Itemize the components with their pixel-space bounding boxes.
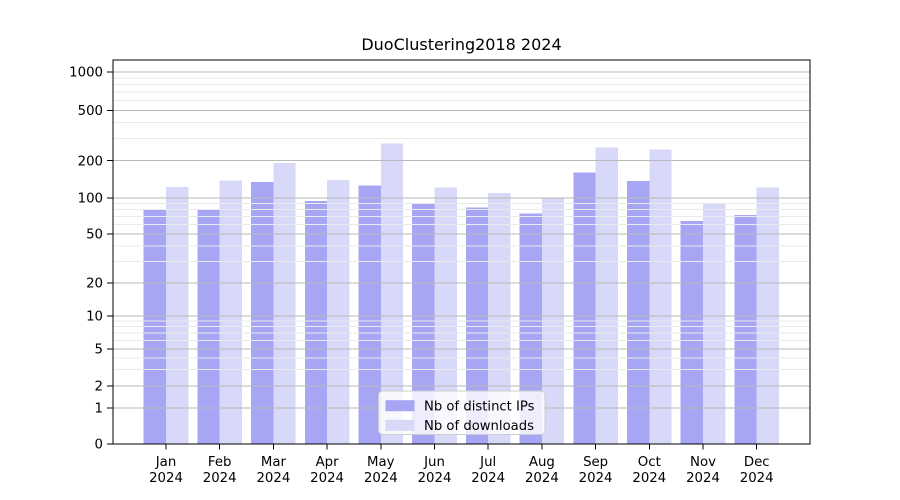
plot-border [112, 59, 811, 445]
bar-distinct-ips-oct [627, 181, 650, 444]
x-tick-label-year: 2024 [364, 471, 398, 486]
x-tick-label-year: 2024 [471, 471, 505, 486]
bar-downloads-jul [488, 192, 511, 444]
x-tick-label-month: Dec [744, 455, 770, 470]
x-tick-label-month: Mar [261, 455, 287, 470]
bar-downloads-feb [219, 180, 242, 444]
x-tick-label-year: 2024 [203, 471, 237, 486]
x-tick-label-month: Feb [208, 455, 232, 470]
legend-box [378, 390, 546, 435]
bar-downloads-mar [273, 162, 296, 444]
bar-downloads-oct [649, 149, 672, 444]
y-tick-label: 50 [86, 228, 103, 243]
x-tick-label-year: 2024 [149, 471, 183, 486]
y-tick-label: 100 [78, 192, 103, 207]
bar-distinct-ips-mar [251, 181, 274, 444]
bar-distinct-ips-dec [734, 215, 757, 444]
bar-downloads-sep [595, 147, 618, 444]
x-tick-label-month: Aug [529, 455, 555, 470]
axes-group [112, 59, 811, 445]
bar-downloads-jan [166, 186, 189, 444]
legend-label-downloads: Nb of downloads [424, 419, 534, 434]
y-tick-label: 500 [78, 104, 103, 119]
minor-gridlines-group [113, 77, 810, 371]
x-tick-label-year: 2024 [579, 471, 613, 486]
bar-downloads-apr [327, 179, 350, 444]
y-tick-label: 20 [86, 277, 103, 292]
x-tick-label-month: Nov [690, 455, 716, 470]
x-tick-label-year: 2024 [310, 471, 344, 486]
bar-downloads-nov [703, 203, 726, 444]
y-tick-label: 1000 [69, 66, 103, 81]
chart-title: DuoClustering2018 2024 [361, 35, 562, 54]
x-tick-label-year: 2024 [525, 471, 559, 486]
bar-distinct-ips-sep [573, 172, 596, 444]
y-tick-label: 200 [78, 154, 103, 169]
y-tick-label: 0 [95, 438, 103, 453]
x-tick-label-year: 2024 [632, 471, 666, 486]
x-tick-label-year: 2024 [418, 471, 452, 486]
legend-swatch-downloads [385, 419, 415, 431]
x-tick-label-month: Apr [316, 455, 340, 470]
y-tick-label: 1 [95, 402, 103, 417]
legend-group: Nb of distinct IPs Nb of downloads [378, 390, 546, 435]
y-tick-label: 5 [95, 343, 103, 358]
x-tick-label-year: 2024 [686, 471, 720, 486]
x-tick-label-month: Jul [479, 455, 496, 470]
x-tick-label-month: Sep [583, 455, 608, 470]
x-tick-label-year: 2024 [740, 471, 774, 486]
y-tick-label: 2 [95, 380, 103, 395]
x-tick-label-year: 2024 [256, 471, 290, 486]
y-tick-label: 10 [86, 310, 103, 325]
y-axis-group: 0 1 2 5 10 20 50 100 200 500 1000 [69, 66, 113, 453]
bar-downloads-may [380, 143, 404, 445]
bar-distinct-ips-jul [465, 207, 489, 444]
x-tick-label-month: Jan [155, 455, 177, 470]
bar-distinct-ips-apr [304, 201, 328, 444]
x-axis-group: Jan2024Feb2024Mar2024Apr2024May2024Jun20… [149, 444, 774, 486]
x-tick-label-month: May [367, 455, 395, 470]
x-tick-label-month: Jun [423, 455, 445, 470]
legend-label-distinct-ips: Nb of distinct IPs [424, 399, 535, 414]
bars-group [143, 143, 779, 445]
bar-distinct-ips-jun [412, 203, 435, 444]
x-tick-label-month: Oct [638, 455, 661, 470]
bar-distinct-ips-may [358, 185, 381, 444]
legend-swatch-distinct-ips [385, 400, 415, 412]
